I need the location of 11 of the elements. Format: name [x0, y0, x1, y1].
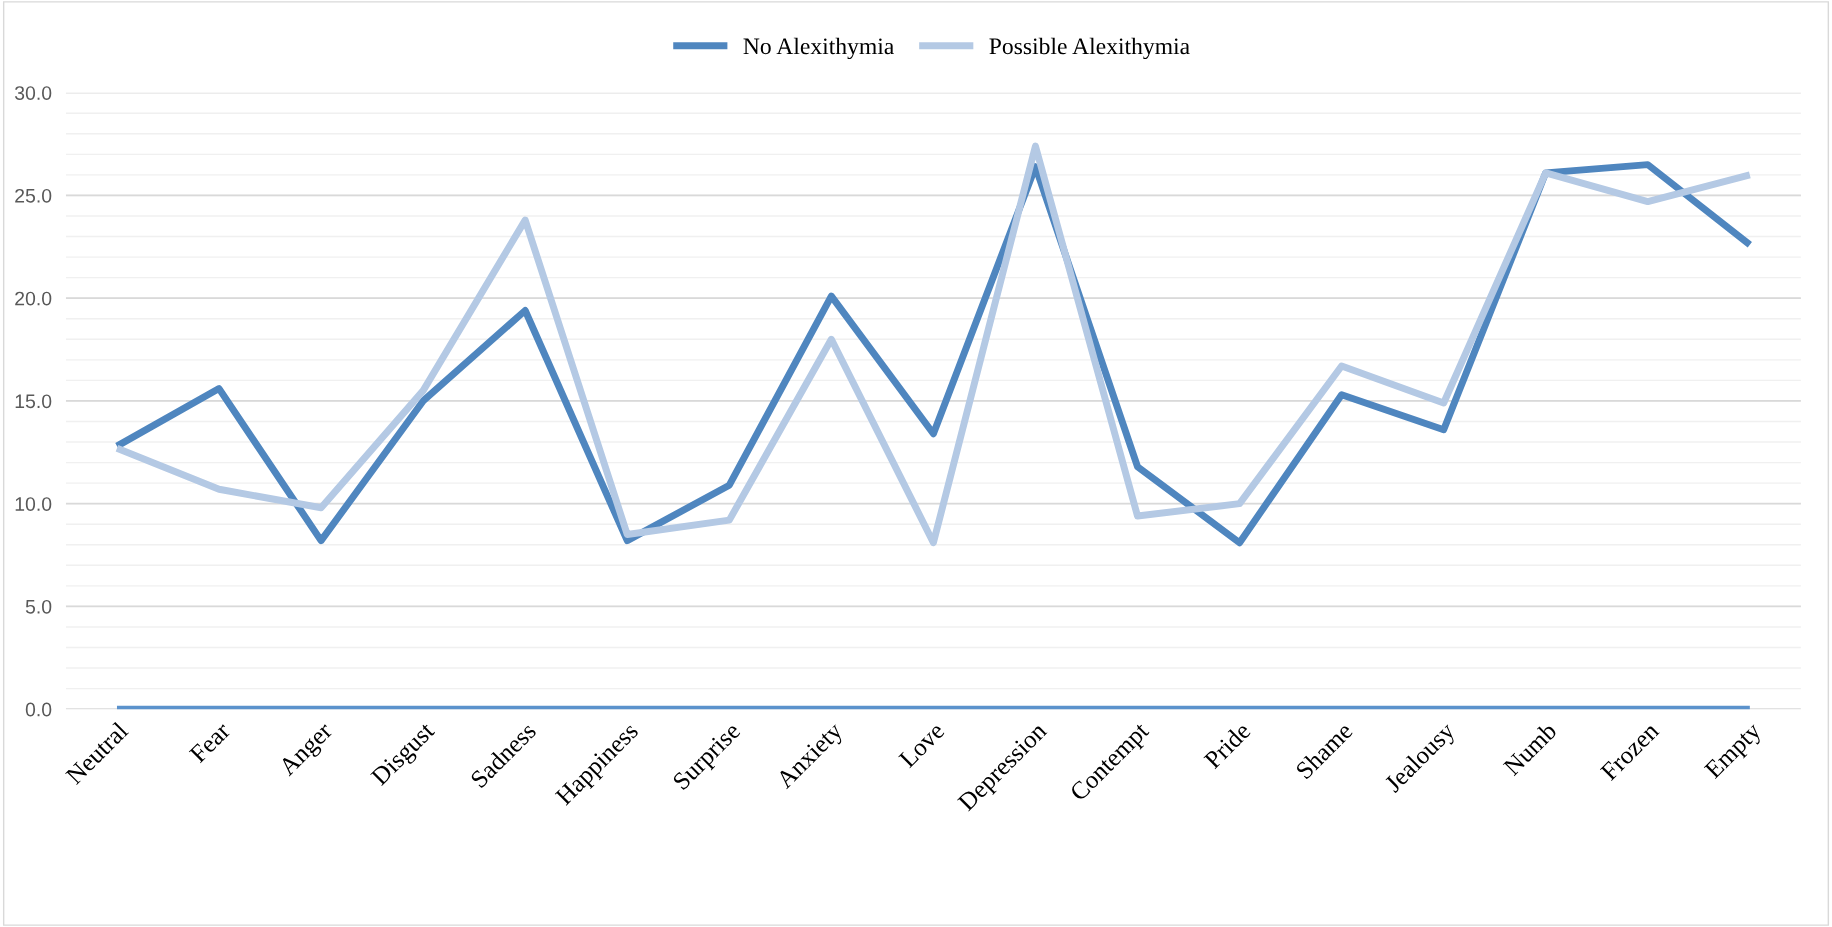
x-tick-label: Love [898, 721, 946, 769]
y-tick-label: 25.0 [15, 188, 52, 203]
y-tick-label: 30.0 [14, 86, 52, 100]
legend-label: Possible Alexithymia [989, 37, 1190, 60]
x-tick-label: Fear [188, 721, 232, 764]
y-tick-label: 5.0 [25, 599, 52, 614]
legend-label: No Alexithymia [743, 37, 894, 60]
y-tick-label: 15.0 [15, 394, 52, 409]
y-tick-label: 10.0 [15, 497, 52, 511]
y-tick-label: 0.0 [25, 702, 52, 717]
y-tick-label: 20.0 [15, 291, 52, 306]
